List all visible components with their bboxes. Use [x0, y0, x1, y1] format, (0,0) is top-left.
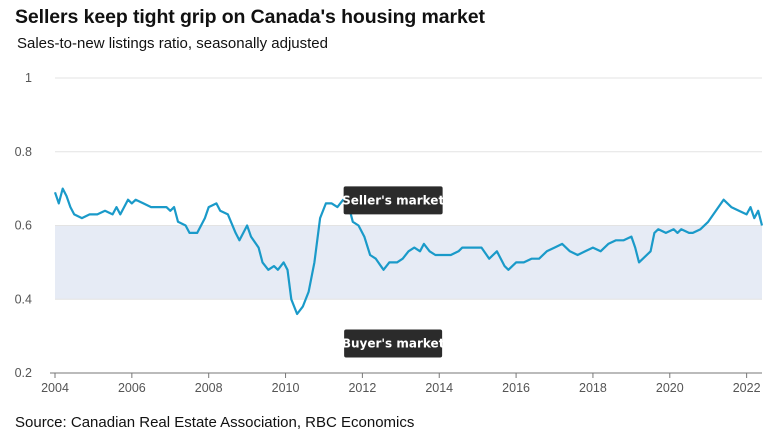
x-tick-label: 2008: [195, 381, 223, 395]
x-tick-label: 2022: [733, 381, 761, 395]
chart-subtitle: Sales-to-new listings ratio, seasonally …: [17, 35, 328, 52]
x-tick-label: 2012: [348, 381, 376, 395]
y-tick-label: 0.6: [15, 219, 32, 233]
balanced-market-band: [55, 225, 762, 300]
x-tick-label: 2010: [272, 381, 300, 395]
buyers-market-box: [344, 329, 443, 358]
y-tick-label: 1: [25, 71, 32, 85]
buyers-market-label: Buyer's market: [342, 337, 445, 351]
series-line: [53, 187, 764, 316]
y-tick-label: 0.2: [15, 366, 32, 380]
x-tick-label: 2018: [579, 381, 607, 395]
chart-title: Sellers keep tight grip on Canada's hous…: [15, 6, 485, 28]
chart-source: Source: Canadian Real Estate Association…: [15, 414, 415, 431]
x-tick-label: 2004: [41, 381, 69, 395]
y-tick-label: 0.8: [15, 145, 32, 159]
x-tick-label: 2006: [118, 381, 146, 395]
sellers-market-box: [343, 186, 443, 215]
x-tick-label: 2016: [502, 381, 530, 395]
x-tick-label: 2020: [656, 381, 684, 395]
x-tick-label: 2014: [425, 381, 453, 395]
y-tick-label: 0.4: [15, 292, 32, 306]
sellers-market-label: Seller's market: [342, 193, 444, 207]
